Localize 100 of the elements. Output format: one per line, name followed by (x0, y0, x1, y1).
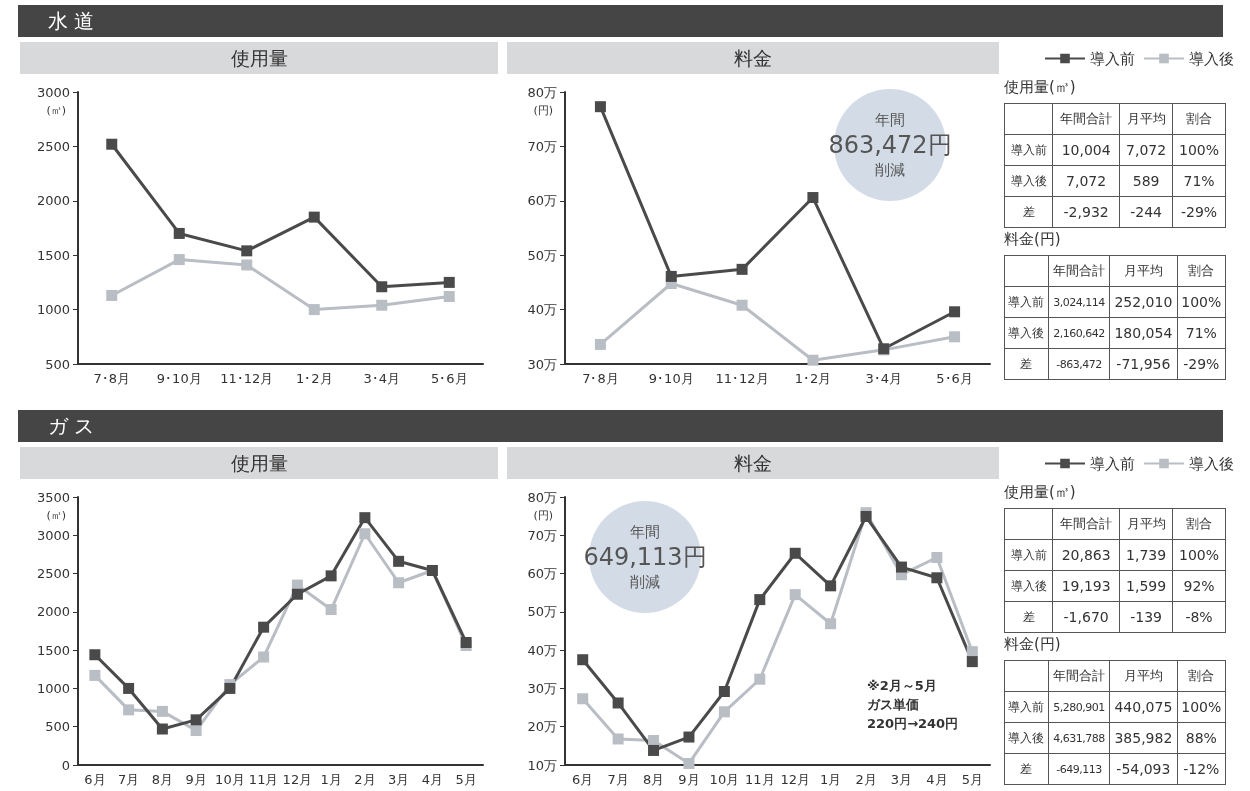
y-tick-label: 60万 (527, 566, 557, 582)
y-tick-label: 60万 (527, 193, 557, 209)
text: 71% (1185, 325, 1217, 341)
text: 4,631,788 (1053, 731, 1105, 745)
y-tick-label: 3000 (36, 84, 70, 100)
text: 使用量(㎥) (1004, 78, 1077, 97)
x-tick-label: 11･12月 (220, 371, 274, 386)
x-tick-label: 3･4月 (363, 371, 401, 386)
x-tick-label: 6月 (84, 772, 106, 787)
y-tick-label: 1000 (36, 680, 70, 696)
chart-title: 使用量 (20, 42, 498, 74)
legend-label: 導入前 (1090, 49, 1135, 68)
text: 71% (1183, 173, 1215, 189)
x-tick-label: 2月 (855, 772, 877, 787)
x-tick-label: 8月 (151, 772, 174, 787)
text: -8% (1185, 609, 1213, 625)
annotation: 年間 (630, 523, 660, 541)
text: 19,193 (1061, 578, 1111, 594)
x-tick-label: 3･4月 (865, 371, 903, 386)
category-label: 導入後 (1010, 173, 1047, 188)
x-tick-label: 12月 (282, 772, 313, 787)
category-label: 差 (1022, 204, 1035, 219)
x-tick-label: 7･8月 (582, 371, 619, 386)
y-tick-label: 3000 (36, 527, 70, 543)
x-tick-label: 6月 (572, 772, 594, 787)
y-tick-label: 30万 (527, 680, 557, 696)
y-axis-title: (円) (533, 509, 553, 522)
text: -29% (1180, 204, 1218, 220)
x-tick-label: 12月 (780, 772, 810, 787)
y-tick-label: 80万 (527, 489, 557, 505)
x-tick-label: 7月 (607, 772, 629, 787)
y-tick-label: 70万 (527, 138, 557, 154)
y-tick-label: 1500 (36, 642, 70, 658)
text: 100% (1179, 142, 1220, 158)
legend-label: 導入前 (1090, 454, 1135, 473)
annotation: 年間 (875, 111, 905, 129)
y-tick-label: 500 (45, 719, 70, 735)
text: 1,739 (1126, 547, 1167, 563)
text: 20,863 (1061, 547, 1111, 563)
text: -71,956 (1116, 356, 1171, 372)
text: -244 (1130, 204, 1162, 220)
y-tick-label: 50万 (527, 604, 557, 620)
x-tick-label: 5月 (455, 772, 477, 787)
chart-title: 使用量 (20, 447, 498, 479)
category-label: 月平均 (1109, 255, 1178, 287)
text: -54,093 (1116, 761, 1171, 777)
x-tick-label: 1月 (819, 772, 842, 787)
y-tick-label: 40万 (527, 302, 557, 318)
category-label: 導入後 (1008, 325, 1045, 340)
category-label: 割合 (1177, 255, 1226, 287)
category-label: 差 (1020, 761, 1033, 776)
text: -863,472 (1056, 357, 1102, 371)
legend-label: 導入後 (1189, 49, 1234, 68)
text: 1,599 (1126, 578, 1167, 594)
y-axis-title: (円) (533, 104, 553, 117)
text: -139 (1130, 609, 1162, 625)
text: -12% (1183, 761, 1220, 777)
x-tick-label: 3月 (890, 772, 913, 787)
category-label: 月平均 (1109, 660, 1178, 692)
x-tick-label: 9･10月 (156, 371, 202, 386)
chart-title: 料金 (507, 42, 999, 74)
annotation: ガス単価 (867, 696, 919, 712)
y-tick-label: 0 (61, 757, 70, 773)
category-label: 割合 (1172, 508, 1226, 540)
x-tick-label: 7･8月 (93, 371, 131, 386)
y-tick-label: 2500 (36, 566, 70, 582)
x-tick-label: 3月 (387, 772, 410, 787)
text: 100% (1181, 699, 1222, 715)
text: 180,054 (1114, 325, 1173, 341)
text: 92% (1183, 578, 1215, 594)
text: 100% (1181, 294, 1222, 310)
text: 100% (1179, 547, 1220, 563)
x-tick-label: 1･2月 (794, 371, 832, 386)
text: -1,670 (1063, 609, 1109, 625)
text: 252,010 (1114, 294, 1173, 310)
text: 5,280,901 (1053, 700, 1105, 714)
y-tick-label: 40万 (527, 642, 557, 658)
text: 589 (1132, 173, 1160, 189)
y-tick-label: 2000 (36, 193, 70, 209)
category-label: 導入前 (1010, 547, 1047, 562)
category-label: 差 (1022, 609, 1035, 624)
y-tick-label: 2000 (36, 604, 70, 620)
x-tick-label: 8月 (642, 772, 665, 787)
category-label: 導入前 (1010, 142, 1047, 157)
text: 385,982 (1114, 730, 1173, 746)
x-tick-label: 11･12月 (715, 371, 769, 386)
legend-label: 導入後 (1189, 454, 1234, 473)
x-tick-label: 10月 (215, 772, 245, 787)
x-tick-label: 10月 (709, 772, 740, 787)
x-tick-label: 9･10月 (648, 371, 694, 386)
y-tick-label: 20万 (527, 719, 557, 735)
category-label: 導入後 (1010, 578, 1047, 593)
text: 440,075 (1114, 699, 1173, 715)
annotation: ※2月～5月 (867, 677, 937, 693)
chart-subtitle: 水 道 (18, 5, 1223, 37)
annotation: 220円→240円 (867, 715, 959, 731)
category-label: 年間合計 (1048, 660, 1110, 692)
category-label: 年間合計 (1052, 103, 1120, 135)
text: 料金(円) (1004, 635, 1062, 654)
category-label: 割合 (1177, 660, 1226, 692)
